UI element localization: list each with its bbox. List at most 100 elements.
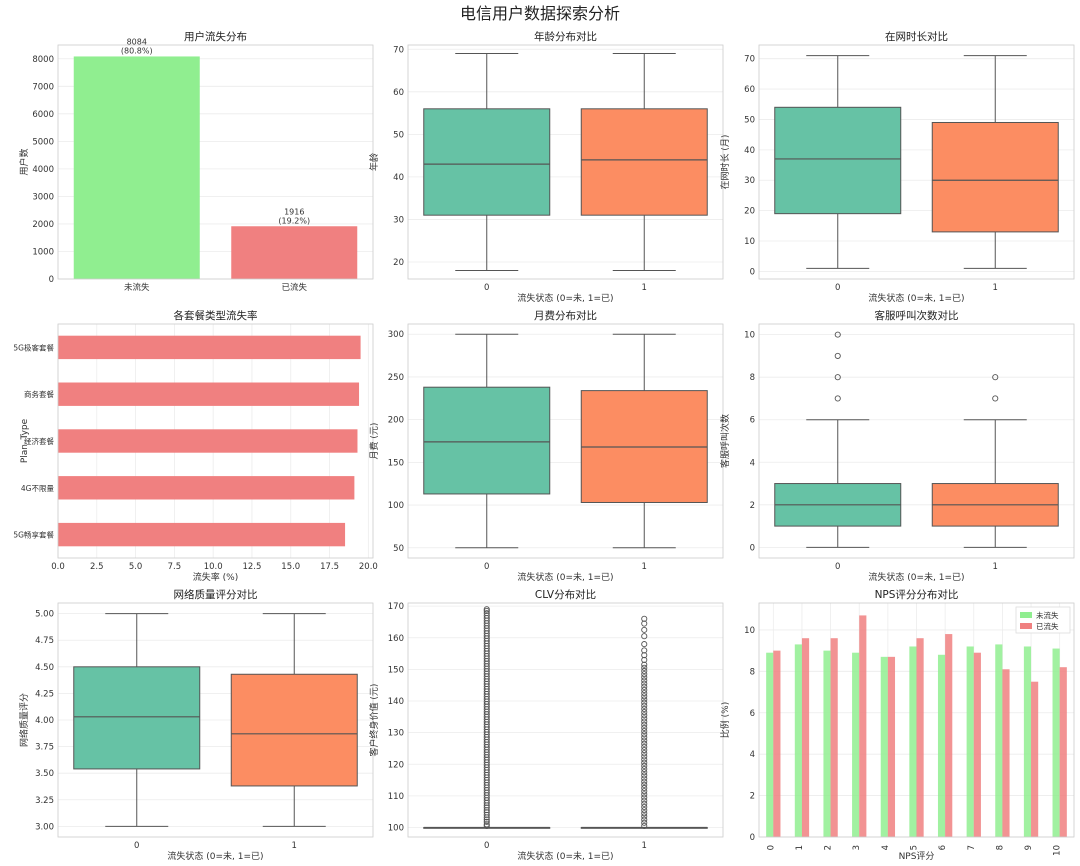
y-tick-label: 5.00 [35,610,54,620]
x-tick-label: 0 [835,283,840,293]
x-tick-label: 0 [766,845,776,850]
outlier-point [641,647,648,654]
outlier-point [641,671,648,678]
y-tick-label: 0 [49,275,54,285]
outlier-point [641,743,648,750]
x-tick-label: 0 [484,562,489,572]
bar-churned [859,615,867,837]
outlier-point [641,656,648,663]
outlier-point [641,683,648,690]
y-tick-label: 110 [388,792,404,802]
outlier-point [641,765,648,773]
y-tick-label: 50 [393,544,404,554]
outlier-point [641,696,648,703]
y-tick-label: 5G极客套餐 [13,342,54,352]
bar-retained [1052,648,1060,837]
outlier-point [483,804,490,811]
y-tick-label: 8 [750,373,755,383]
bar [73,56,200,279]
bar-churned [973,652,981,837]
x-tick-label: 12.5 [242,562,261,572]
y-tick-label: 170 [388,602,404,612]
outlier-point [641,784,648,792]
bar [58,335,361,360]
x-tick-label: 10 [1053,845,1063,856]
outlier-point [641,728,648,735]
page-title: 电信用户数据探索分析 [460,4,620,23]
outlier-point [834,374,841,381]
y-tick-label: 0 [750,267,755,277]
y-tick-label: 4000 [32,165,54,175]
y-tick-label: 3.00 [35,822,54,832]
y-tick-label: 20 [393,258,404,268]
bar-churned [830,638,838,837]
chart-panel-clv-box: 100 110 120 130 140 150 160 170 0 1 CLV分布对比客户终身价值 … [368,588,724,862]
plot-frame [57,323,374,559]
outlier-point [992,374,999,381]
outlier-point [641,791,648,798]
outlier-point [641,781,648,788]
y-axis-label: 年龄 [368,153,380,171]
y-tick-label: 250 [388,373,404,383]
y-tick-label: 3000 [32,192,54,202]
outlier-point [641,633,648,640]
outlier-point [641,620,648,627]
bar [58,382,360,406]
outlier-point [641,686,648,694]
bar-retained [766,652,774,837]
chart-title: NPS评分分布对比 [875,588,959,601]
outlier-point [641,664,648,671]
plot-frame [57,602,374,838]
box-body [73,666,201,770]
outlier-point [641,661,648,668]
x-tick-label: 1 [993,562,998,572]
outlier-point [641,641,648,648]
y-tick-label: 4.75 [35,636,54,646]
outlier-point [641,822,648,829]
plot-frame [758,323,1075,559]
outlier-point [641,756,648,763]
outlier-point [483,612,490,619]
x-axis-label: 流失状态 (0=未, 1=已) [167,850,263,862]
outlier-point [641,759,648,766]
box-body [230,673,358,787]
x-tick-label: 6 [938,845,948,850]
x-tick-label: 2.5 [90,562,104,572]
x-tick-label: 8 [995,845,1005,850]
outlier-point [641,775,648,782]
bar-churned [801,638,810,837]
x-axis-label: 流失状态 (0=未, 1=已) [517,850,613,862]
plot-frame [407,602,724,838]
chart-panel-plan-churn: 0.0 2.5 5.0 7.5 10.0 12.5 15.0 17.5 20.0 5G极客套餐商务… [13,309,377,583]
legend-swatch [1020,623,1032,629]
outlier-point [641,667,648,675]
y-tick-label: 商务套餐 [24,389,54,399]
y-tick-label: 3.25 [35,796,54,806]
y-tick-label: 4 [750,458,755,468]
bar [58,522,346,547]
x-tick-label: 1 [642,562,647,572]
x-tick-label: 1 [642,841,647,851]
y-tick-label: 120 [388,760,404,770]
outlier-point [834,352,841,359]
x-tick-label: 0.0 [51,562,65,572]
bar-value-label: 8084 [127,37,147,46]
plot-frame [758,44,1075,280]
box-body [423,386,551,495]
outlier-point [641,762,648,769]
box-body [423,108,551,216]
chart-title: 月费分布对比 [534,309,597,322]
bar-retained [995,644,1003,837]
y-tick-label: 2000 [32,220,54,230]
plot-frame [758,602,1075,838]
y-axis-label: 比例 (%) [719,702,731,738]
y-tick-label: 2 [750,792,755,802]
box-body [931,121,1059,233]
y-tick-label: 6 [750,416,755,426]
bar-retained [1023,646,1032,837]
y-tick-label: 10 [744,331,755,341]
outlier-point [641,753,648,760]
y-tick-label: 3.50 [35,769,54,779]
x-tick-label: 1 [642,283,647,293]
